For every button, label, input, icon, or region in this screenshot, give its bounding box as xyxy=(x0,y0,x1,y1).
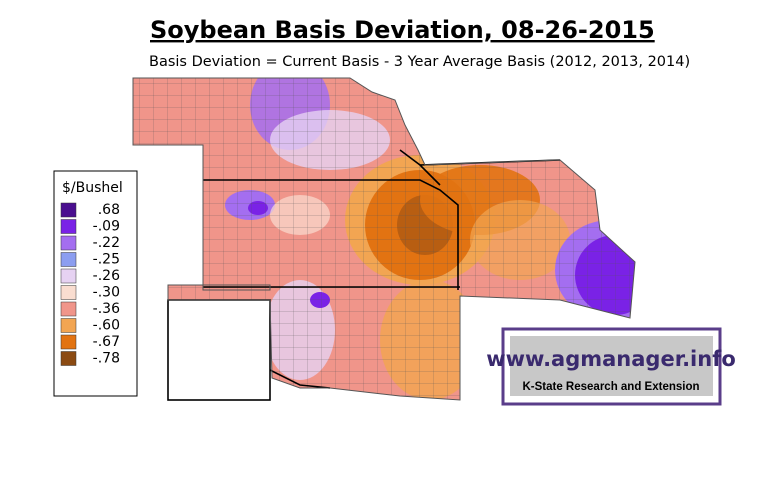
legend-title: $/Bushel xyxy=(62,180,123,196)
legend-swatch xyxy=(60,318,77,333)
legend-label: -.09 xyxy=(93,219,120,235)
legend-swatch xyxy=(60,268,77,284)
map-outline xyxy=(132,77,636,401)
legend: $/Bushel .68-.09-.22-.25-.26-.30-.36-.60… xyxy=(53,170,138,397)
title: Soybean Basis Deviation, 08-26-2015 xyxy=(150,16,655,44)
legend-label: .68 xyxy=(98,202,120,218)
legend-label: -.36 xyxy=(93,301,120,317)
legend-label: -.26 xyxy=(93,268,120,284)
logo-org: K-State Research and Extension xyxy=(522,381,699,393)
subtitle: Basis Deviation = Current Basis - 3 Year… xyxy=(149,54,690,70)
legend-swatch xyxy=(60,219,77,234)
legend-label: -.78 xyxy=(93,351,120,367)
legend-swatch xyxy=(60,202,77,218)
legend-swatch xyxy=(60,334,77,350)
legend-label: -.25 xyxy=(93,252,120,268)
legend-swatch xyxy=(60,351,77,366)
legend-label: -.22 xyxy=(93,235,120,251)
legend-label: -.30 xyxy=(93,285,120,301)
legend-label: -.60 xyxy=(93,318,120,334)
legend-label: -.67 xyxy=(93,334,120,350)
legend-swatch xyxy=(60,301,77,317)
legend-swatch xyxy=(60,252,77,267)
logo: www.agmanager.info K-State Research and … xyxy=(486,327,736,406)
legend-swatch xyxy=(60,235,77,251)
logo-url: www.agmanager.info xyxy=(486,347,736,371)
legend-swatch xyxy=(60,285,77,300)
